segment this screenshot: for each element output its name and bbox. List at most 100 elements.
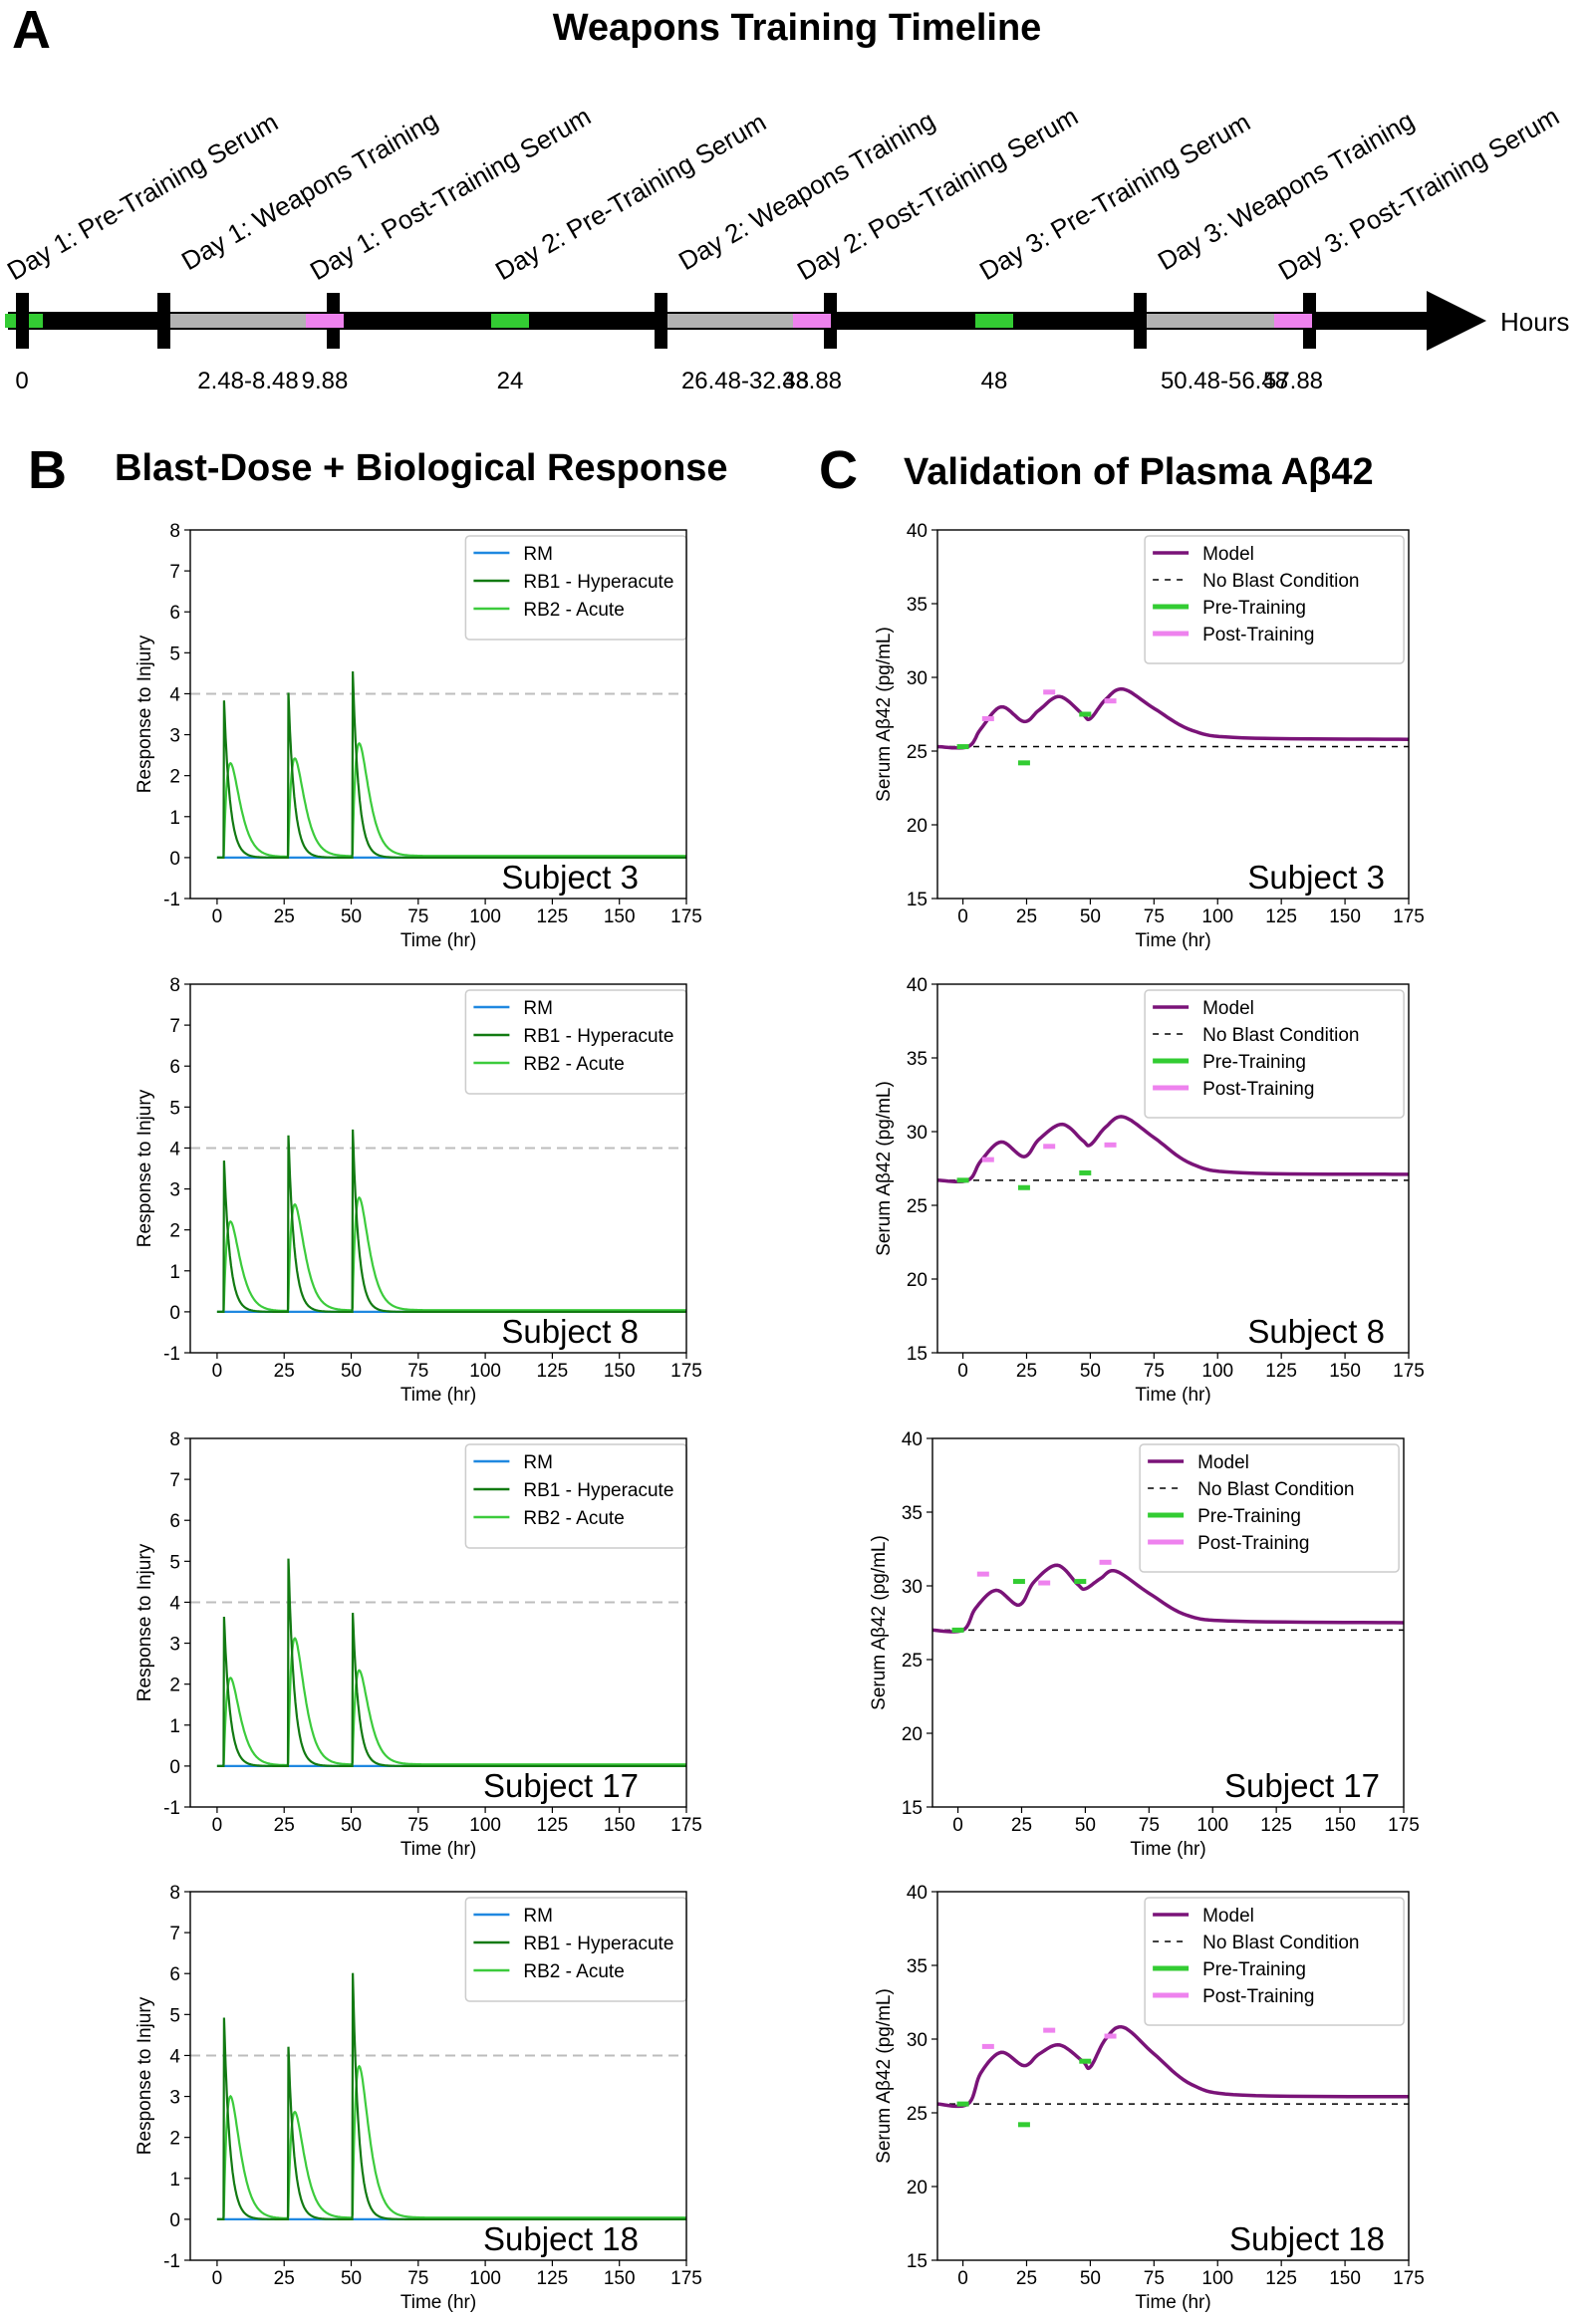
y-tick-label: 6: [169, 1964, 180, 1985]
rb2-acute-line: [216, 2064, 686, 2220]
timeline-value: 24: [497, 368, 524, 394]
timeline-tick: [655, 293, 667, 349]
y-tick-label: 20: [907, 2178, 927, 2198]
y-tick-label: 6: [169, 1057, 180, 1078]
plot-frame: [189, 529, 687, 900]
panel-c-letter: C: [819, 440, 858, 500]
chart-b-subject-8: 0 25 50 75 100 125 150 175 -1 0 1 2 3 4 5 6 7 8 Time (hr) R…: [134, 975, 702, 1406]
legend-label: RB2 - Acute: [523, 1054, 624, 1075]
y-tick-label: 4: [169, 2046, 180, 2067]
y-axis-label: Serum Aβ42 (pg/mL): [874, 1081, 895, 1256]
x-tick-label: 50: [1075, 1815, 1096, 1836]
x-tick-label: 25: [274, 1815, 295, 1836]
legend-label: RM: [523, 544, 553, 565]
subject-label: Subject 8: [501, 1313, 639, 1350]
x-tick-label: 125: [537, 1361, 569, 1382]
x-tick-label: 125: [537, 1815, 569, 1836]
x-tick-label: 50: [1080, 1361, 1101, 1382]
y-tick-label: 15: [902, 1798, 923, 1819]
plot-frame: [936, 1891, 1410, 2261]
x-tick-label: 0: [957, 906, 968, 927]
y-tick-label: 4: [169, 1139, 180, 1160]
x-tick-label: 150: [1324, 1815, 1356, 1836]
legend-label: RB1 - Hyperacute: [523, 1934, 673, 1954]
x-tick-label: 100: [469, 1361, 501, 1382]
x-axis-label: Time (hr): [1130, 1839, 1205, 1860]
rb1-hyperacute-line: [216, 1972, 686, 2220]
rb2-acute-line: [216, 741, 686, 859]
x-tick-label: 175: [670, 2268, 702, 2289]
timeline-value: 26.48-32.48: [681, 368, 809, 394]
x-tick-label: 75: [1144, 1361, 1165, 1382]
x-tick-label: 0: [212, 2268, 223, 2289]
x-tick-label: 125: [1260, 1815, 1292, 1836]
x-tick-label: 100: [1201, 1361, 1233, 1382]
y-tick-label: 3: [169, 1180, 180, 1201]
y-axis-label: Response to Injury: [134, 1089, 155, 1247]
x-axis-label: Time (hr): [400, 930, 476, 951]
y-tick-label: 1: [169, 1262, 180, 1283]
plot-frame: [189, 1437, 687, 1808]
y-tick-label: 40: [907, 975, 927, 996]
y-tick-label: 40: [907, 1883, 927, 1904]
x-tick-label: 125: [1265, 1361, 1297, 1382]
y-tick-label: 4: [169, 1593, 180, 1614]
x-tick-label: 0: [212, 1815, 223, 1836]
y-tick-label: 0: [169, 849, 180, 870]
timeline-value: 0: [15, 368, 28, 394]
y-tick-label: 6: [169, 603, 180, 624]
x-tick-label: 75: [1144, 2268, 1165, 2289]
subject-label: Subject 3: [1247, 859, 1385, 896]
x-tick-label: 100: [469, 1815, 501, 1836]
y-tick-label: 25: [907, 1196, 927, 1217]
timeline-value: 33.88: [782, 368, 842, 394]
y-tick-label: 30: [907, 1123, 927, 1144]
subject-label: Subject 18: [1229, 2220, 1385, 2257]
legend-label: RM: [523, 1906, 553, 1927]
x-tick-label: 25: [1016, 906, 1037, 927]
y-tick-label: 1: [169, 1716, 180, 1737]
y-tick-label: 20: [902, 1724, 923, 1745]
chart-b-subject-3: 0 25 50 75 100 125 150 175 -1 0 1 2 3 4 5 6 7 8 Time (hr) R…: [134, 521, 702, 951]
y-tick-label: 3: [169, 1635, 180, 1656]
legend-label: Model: [1197, 1452, 1249, 1473]
x-axis-label: Time (hr): [400, 1385, 476, 1406]
y-tick-label: 20: [907, 816, 927, 837]
y-axis-label: Serum Aβ42 (pg/mL): [869, 1535, 890, 1710]
y-axis-label: Response to Injury: [134, 1996, 155, 2155]
y-tick-label: 40: [907, 521, 927, 542]
x-tick-label: 125: [1265, 906, 1297, 927]
timeline-serum-marker: [975, 314, 1013, 328]
rb2-acute-line: [216, 1637, 686, 1767]
model-line: [932, 1563, 1404, 1634]
timeline-training-bar: [663, 314, 828, 328]
plot-area: [932, 1559, 1404, 1634]
plot-frame: [189, 983, 687, 1354]
x-tick-label: 150: [604, 2268, 636, 2289]
legend-label: Pre-Training: [1202, 1052, 1306, 1073]
timeline-arrow-head: [1427, 291, 1486, 351]
y-tick-label: 35: [907, 595, 927, 616]
plot-area: [937, 1115, 1409, 1190]
x-tick-label: 175: [670, 906, 702, 927]
subject-label: Subject 3: [501, 859, 639, 896]
legend-label: Model: [1202, 544, 1254, 565]
y-tick-label: 15: [907, 890, 927, 910]
plot-frame: [936, 983, 1410, 1354]
x-tick-label: 75: [407, 906, 428, 927]
y-axis-label: Serum Aβ42 (pg/mL): [874, 627, 895, 802]
plot-area: [190, 1972, 686, 2220]
legend-label: No Blast Condition: [1197, 1479, 1354, 1500]
x-tick-label: 25: [1011, 1815, 1032, 1836]
y-tick-label: 7: [169, 1016, 180, 1037]
x-tick-label: 175: [1393, 1361, 1425, 1382]
x-tick-label: 100: [469, 2268, 501, 2289]
x-tick-label: 25: [274, 2268, 295, 2289]
plot-area: [190, 1558, 686, 1767]
timeline-event-label: Day 3: Post-Training Serum: [1273, 101, 1564, 286]
panel-a-title: Weapons Training Timeline: [553, 7, 1042, 49]
legend-label: Model: [1202, 998, 1254, 1019]
y-tick-label: 25: [907, 742, 927, 763]
legend-label: Pre-Training: [1202, 1959, 1306, 1980]
x-tick-label: 0: [952, 1815, 963, 1836]
